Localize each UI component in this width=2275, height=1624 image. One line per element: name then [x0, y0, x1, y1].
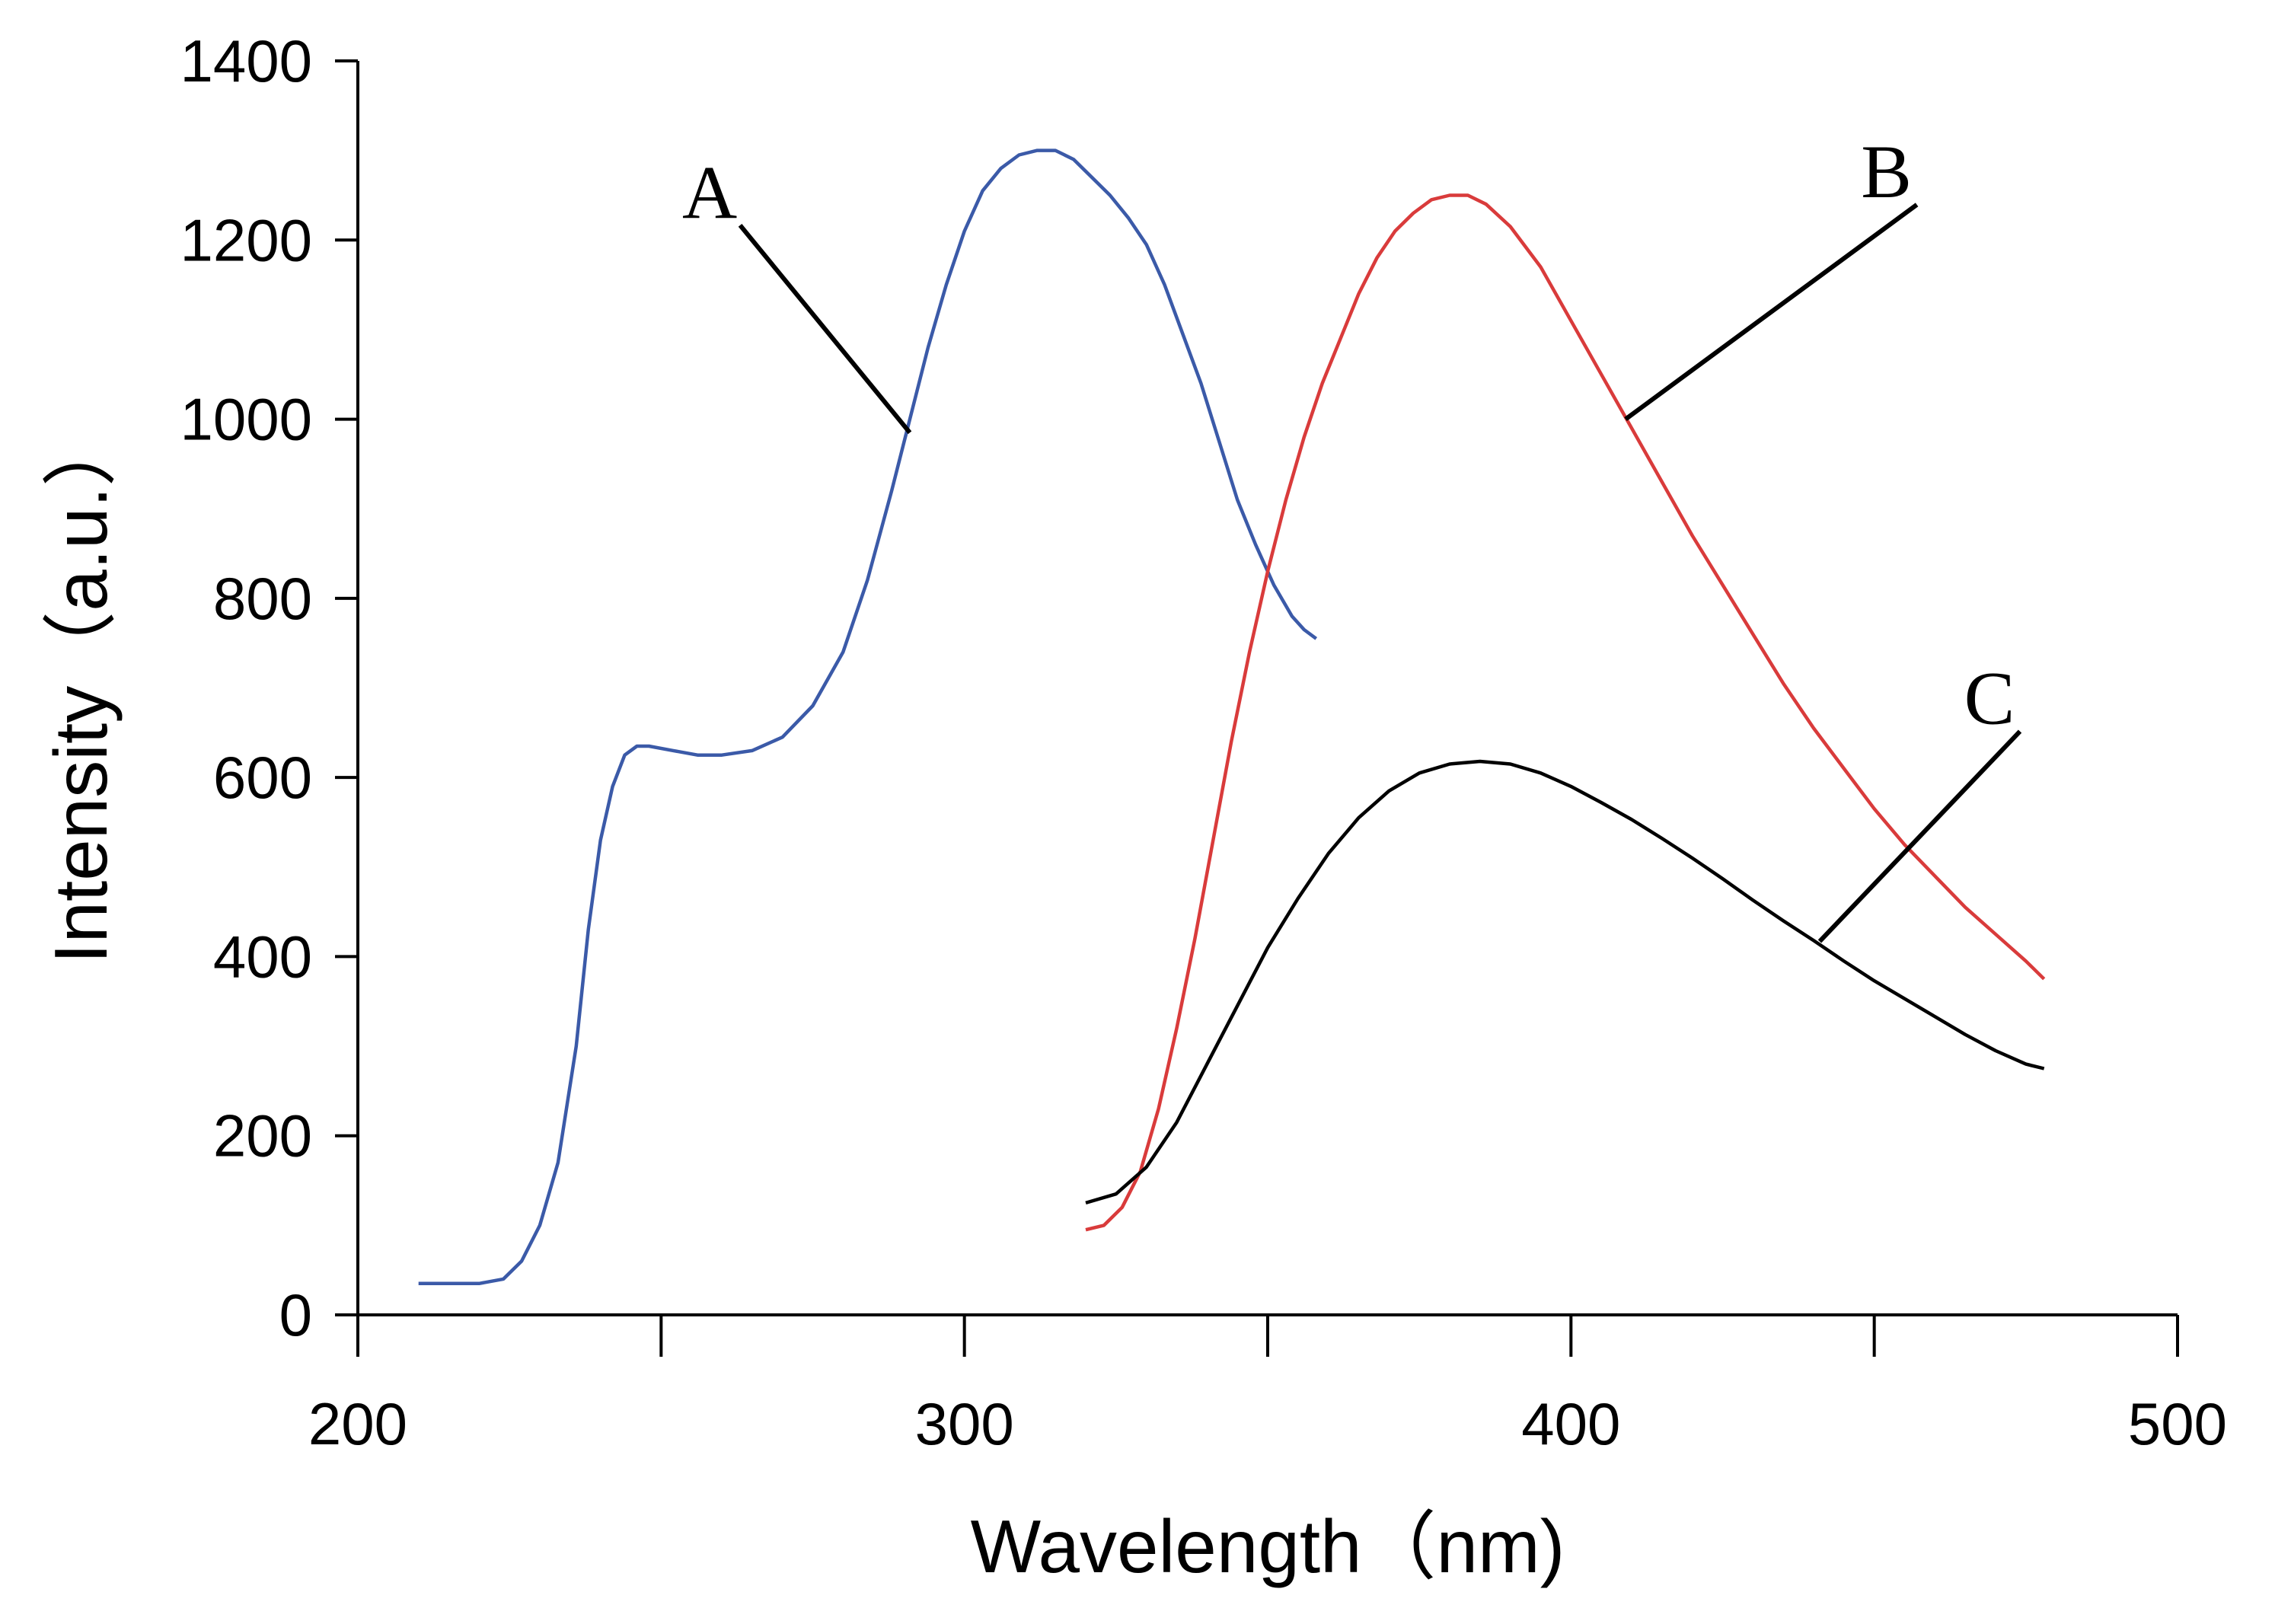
y-tick-label: 0	[279, 1281, 312, 1348]
x-tick-label: 400	[1521, 1390, 1620, 1457]
series-annotations: A B C	[682, 129, 2022, 943]
y-tick-label: 1200	[180, 206, 312, 273]
series-c-leader-line	[1817, 729, 2022, 943]
y-tick-label: 400	[213, 923, 312, 990]
y-tick-label: 200	[213, 1102, 312, 1169]
series-c-line	[1085, 759, 2045, 1205]
series-a-leader-line	[738, 223, 912, 435]
x-axis-title: Wavelength（nm)	[971, 1504, 1565, 1588]
y-tick-label: 600	[213, 744, 312, 811]
x-tick-label: 500	[2128, 1390, 2227, 1457]
series-b-label: B	[1861, 129, 1912, 214]
y-tick-label: 800	[213, 565, 312, 632]
series-curves	[418, 148, 2046, 1286]
series-b-line	[1085, 193, 2046, 1232]
y-tick-label: 1000	[180, 386, 312, 453]
series-a-label: A	[682, 150, 737, 235]
series-a-line	[418, 148, 1318, 1286]
x-tick-label: 300	[915, 1390, 1014, 1457]
y-axis-title: Intensity（a.u.）	[39, 412, 123, 963]
series-c-label: C	[1964, 656, 2015, 741]
y-tick-label: 1400	[180, 27, 312, 94]
series-b-leader-line	[1624, 203, 1919, 421]
x-tick-label: 200	[308, 1390, 407, 1457]
axes: 0 200 400 600 800 1000 1200 1400 200 300 400 500	[180, 27, 2227, 1457]
